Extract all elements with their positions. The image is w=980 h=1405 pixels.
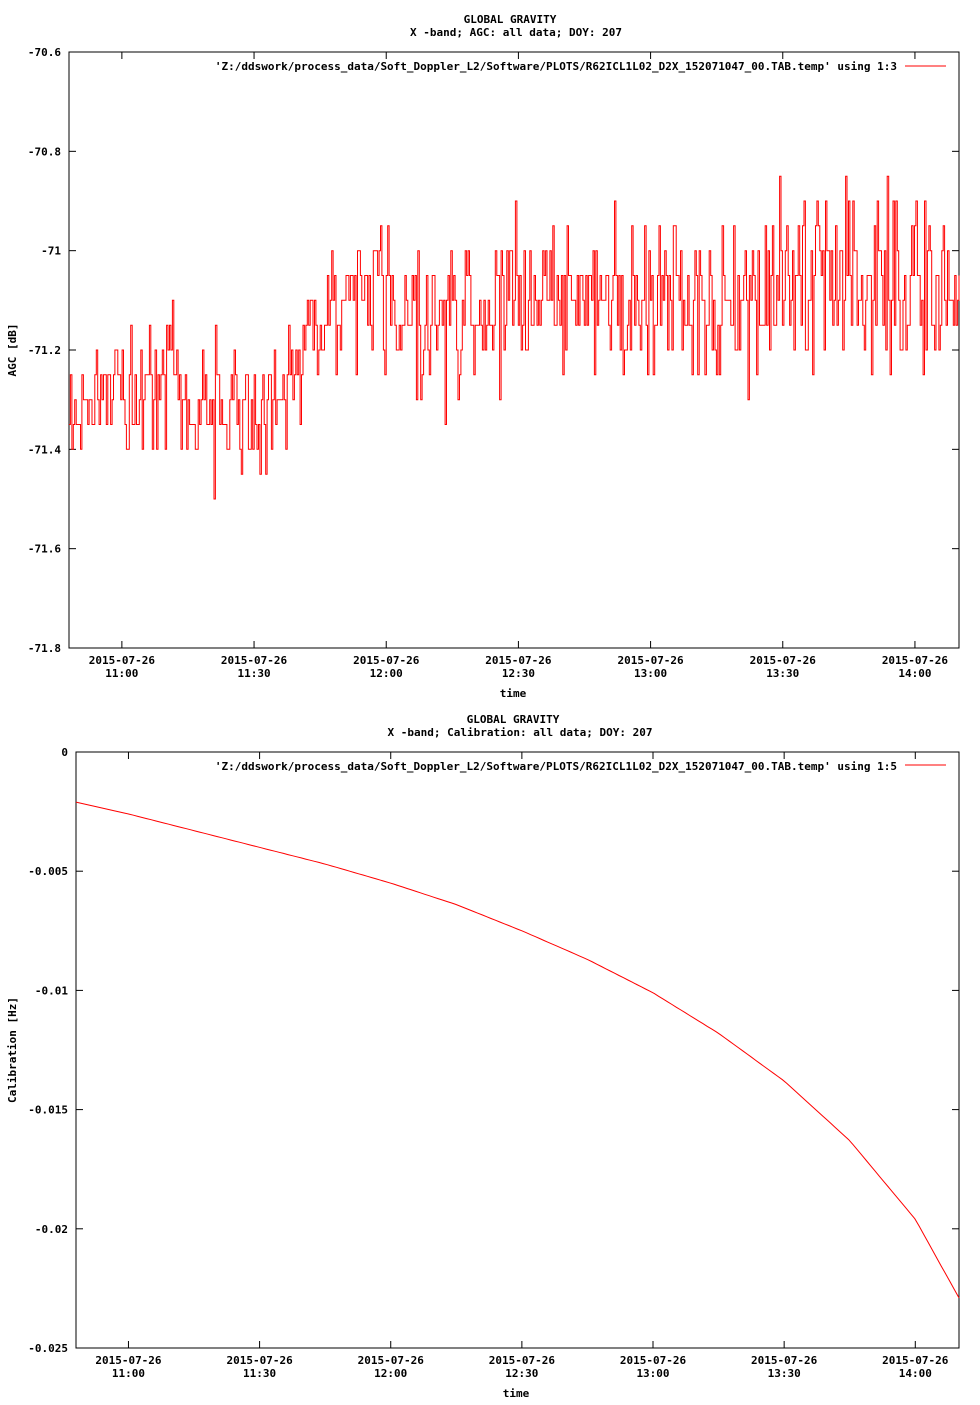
agc-xtick-time: 13:00 <box>634 667 667 680</box>
cal-y-label: Calibration [Hz] <box>6 997 19 1103</box>
agc-subtitle: X -band; AGC: all data; DOY: 207 <box>410 26 622 39</box>
cal-ytick-label: -0.025 <box>28 1342 68 1355</box>
cal-xtick-date: 2015-07-26 <box>489 1354 556 1367</box>
cal-xtick-time: 11:30 <box>243 1367 276 1380</box>
chart-agc: GLOBAL GRAVITY X -band; AGC: all data; D… <box>6 13 960 700</box>
agc-xtick-time: 14:00 <box>898 667 931 680</box>
cal-ytick-label: -0.015 <box>28 1104 68 1117</box>
agc-xtick-time: 13:30 <box>766 667 799 680</box>
agc-ytick-label: -71.8 <box>28 642 61 655</box>
cal-series <box>75 801 960 1299</box>
agc-ytick-label: -71 <box>41 245 61 258</box>
cal-ytick-label: -0.02 <box>35 1223 68 1236</box>
agc-y-label: AGC [dB] <box>6 324 19 377</box>
agc-xtick-date: 2015-07-26 <box>750 654 817 667</box>
agc-xtick-time: 11:30 <box>237 667 270 680</box>
cal-xtick-time: 12:00 <box>374 1367 407 1380</box>
agc-xtick-time: 11:00 <box>105 667 138 680</box>
agc-xtick-time: 12:00 <box>370 667 403 680</box>
cal-xtick-time: 13:30 <box>768 1367 801 1380</box>
chart-calibration: GLOBAL GRAVITY X -band; Calibration: all… <box>6 713 960 1400</box>
agc-xtick-date: 2015-07-26 <box>353 654 420 667</box>
cal-xtick-date: 2015-07-26 <box>882 1354 949 1367</box>
cal-xtick-time: 14:00 <box>899 1367 932 1380</box>
cal-subtitle: X -band; Calibration: all data; DOY: 207 <box>388 726 653 739</box>
agc-ytick-label: -71.6 <box>28 543 61 556</box>
cal-y-axis: 0 -0.005 -0.01 -0.015 -0.02 -0.025 <box>28 746 959 1355</box>
agc-title: GLOBAL GRAVITY <box>464 13 557 26</box>
agc-ytick-label: -71.4 <box>28 443 61 456</box>
cal-xtick-time: 12:30 <box>505 1367 538 1380</box>
agc-xtick-date: 2015-07-26 <box>617 654 684 667</box>
cal-x-axis: 2015-07-2611:002015-07-2611:302015-07-26… <box>95 752 949 1380</box>
cal-series-line <box>75 801 960 1299</box>
cal-ytick-label: -0.005 <box>28 865 68 878</box>
cal-xtick-time: 11:00 <box>112 1367 145 1380</box>
agc-ytick-label: -70.6 <box>28 46 61 59</box>
cal-legend-label: 'Z:/ddswork/process_data/Soft_Doppler_L2… <box>215 760 897 773</box>
agc-xtick-date: 2015-07-26 <box>882 654 949 667</box>
agc-ytick-label: -71.2 <box>28 344 61 357</box>
agc-y-axis: -70.6 -70.8 -71 -71.2 -71.4 -71.6 -71.8 <box>28 46 959 655</box>
agc-legend-label: 'Z:/ddswork/process_data/Soft_Doppler_L2… <box>215 60 897 73</box>
cal-xtick-date: 2015-07-26 <box>751 1354 818 1367</box>
cal-title: GLOBAL GRAVITY <box>467 713 560 726</box>
cal-plot-frame <box>75 751 960 1349</box>
agc-series <box>69 175 960 500</box>
agc-ytick-label: -70.8 <box>28 145 61 158</box>
cal-x-label: time <box>503 1387 530 1400</box>
agc-xtick-date: 2015-07-26 <box>89 654 156 667</box>
cal-xtick-date: 2015-07-26 <box>226 1354 293 1367</box>
agc-xtick-date: 2015-07-26 <box>221 654 288 667</box>
agc-x-label: time <box>500 687 527 700</box>
agc-x-axis: 2015-07-2611:002015-07-2611:302015-07-26… <box>89 52 949 680</box>
agc-xtick-time: 12:30 <box>502 667 535 680</box>
cal-ytick-label: -0.01 <box>35 984 68 997</box>
agc-series-line <box>69 175 960 500</box>
cal-xtick-date: 2015-07-26 <box>620 1354 687 1367</box>
cal-xtick-date: 2015-07-26 <box>95 1354 162 1367</box>
cal-xtick-date: 2015-07-26 <box>358 1354 425 1367</box>
agc-xtick-date: 2015-07-26 <box>485 654 552 667</box>
cal-xtick-time: 13:00 <box>636 1367 669 1380</box>
cal-ytick-label: 0 <box>61 746 68 759</box>
